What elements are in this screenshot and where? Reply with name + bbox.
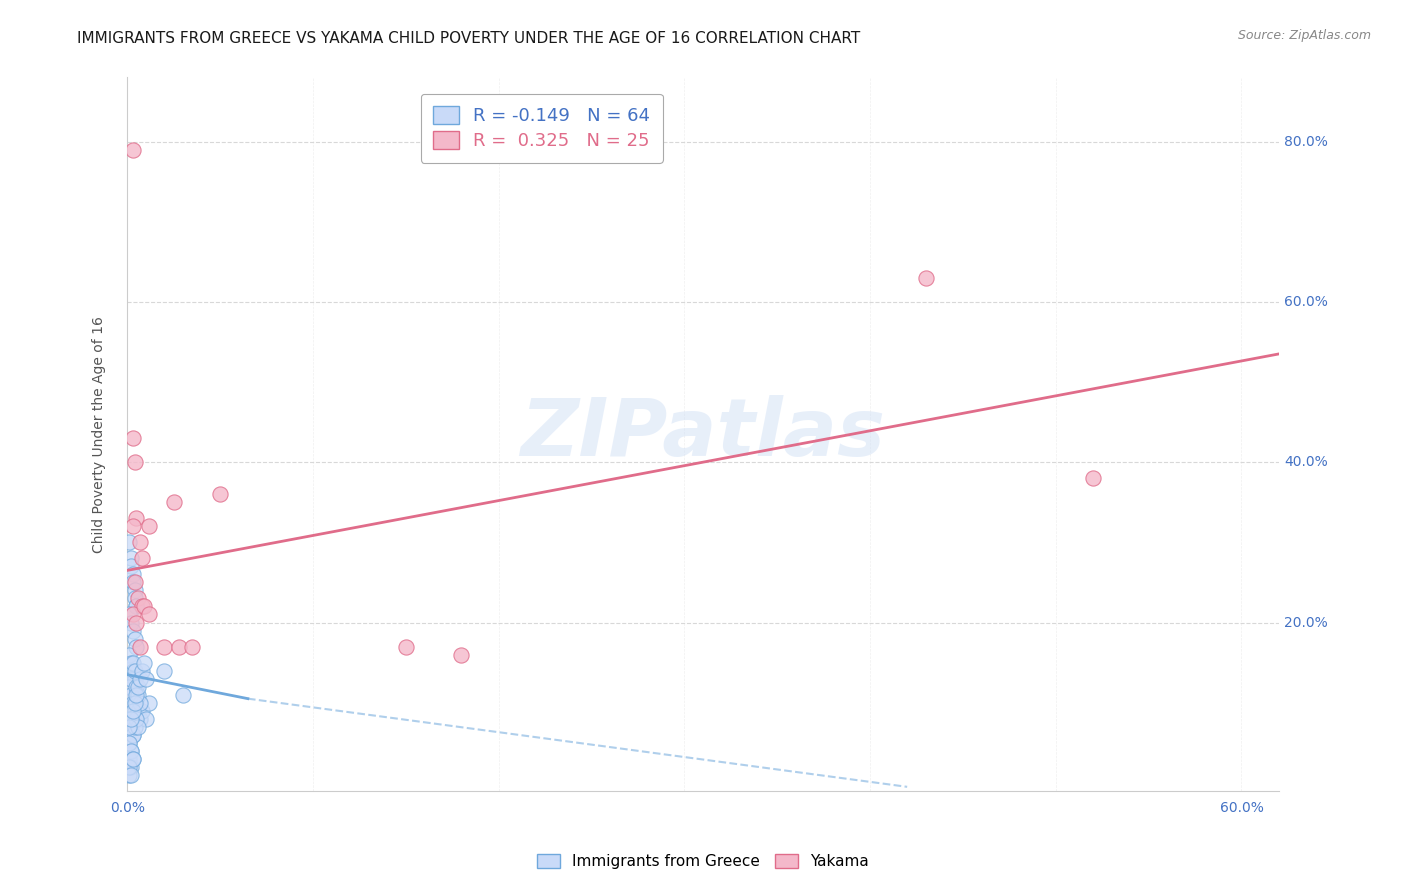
Point xyxy=(120,744,142,758)
Point xyxy=(121,431,143,445)
Point xyxy=(127,591,149,606)
Point xyxy=(138,696,160,710)
Point xyxy=(120,744,142,758)
Point xyxy=(127,688,149,702)
Point xyxy=(121,664,143,678)
Point xyxy=(120,656,142,670)
Point xyxy=(121,607,143,622)
Point xyxy=(395,640,418,654)
Point xyxy=(162,495,184,509)
Point xyxy=(131,664,153,678)
Point xyxy=(172,688,194,702)
Text: 20.0%: 20.0% xyxy=(1284,615,1327,630)
Point xyxy=(124,591,146,606)
Point xyxy=(120,712,142,726)
Point xyxy=(121,752,143,766)
Point xyxy=(121,728,143,742)
Point xyxy=(129,535,152,549)
Point xyxy=(124,583,146,598)
Point xyxy=(118,768,141,782)
Point xyxy=(121,728,143,742)
Point xyxy=(124,455,146,469)
Point xyxy=(129,640,152,654)
Point xyxy=(120,760,142,774)
Point xyxy=(124,664,146,678)
Point xyxy=(914,270,936,285)
Point xyxy=(120,672,142,686)
Point xyxy=(121,696,143,710)
Point xyxy=(127,720,149,734)
Point xyxy=(125,696,148,710)
Point xyxy=(124,672,146,686)
Point xyxy=(118,712,141,726)
Point xyxy=(135,712,157,726)
Point xyxy=(120,688,142,702)
Point xyxy=(129,712,152,726)
Text: ZIPatlas: ZIPatlas xyxy=(520,395,886,473)
Text: IMMIGRANTS FROM GREECE VS YAKAMA CHILD POVERTY UNDER THE AGE OF 16 CORRELATION C: IMMIGRANTS FROM GREECE VS YAKAMA CHILD P… xyxy=(77,31,860,46)
Point xyxy=(121,624,143,638)
Point xyxy=(125,640,148,654)
Point xyxy=(118,607,141,622)
Point xyxy=(118,736,141,750)
Point xyxy=(121,656,143,670)
Point xyxy=(125,599,148,614)
Point xyxy=(124,575,146,590)
Point xyxy=(129,672,152,686)
Point xyxy=(118,535,141,549)
Point xyxy=(124,696,146,710)
Point xyxy=(127,704,149,718)
Point xyxy=(138,607,160,622)
Text: Source: ZipAtlas.com: Source: ZipAtlas.com xyxy=(1237,29,1371,42)
Point xyxy=(120,559,142,574)
Point xyxy=(120,720,142,734)
Point xyxy=(121,704,143,718)
Point xyxy=(125,599,148,614)
Point xyxy=(138,519,160,533)
Point xyxy=(208,487,231,501)
Point xyxy=(118,720,141,734)
Point xyxy=(125,511,148,525)
Point xyxy=(118,752,141,766)
Point xyxy=(121,519,143,533)
Point xyxy=(125,680,148,694)
Point xyxy=(132,656,155,670)
Point xyxy=(131,599,153,614)
Point xyxy=(181,640,204,654)
Point xyxy=(132,599,155,614)
Y-axis label: Child Poverty Under the Age of 16: Child Poverty Under the Age of 16 xyxy=(93,316,107,552)
Text: 60.0%: 60.0% xyxy=(1284,295,1329,309)
Point xyxy=(153,640,176,654)
Point xyxy=(127,680,149,694)
Point xyxy=(120,615,142,630)
Point xyxy=(131,551,153,566)
Point xyxy=(118,760,141,774)
Point xyxy=(120,768,142,782)
Point xyxy=(153,664,176,678)
Point xyxy=(125,712,148,726)
Point xyxy=(131,704,153,718)
Point xyxy=(124,704,146,718)
Point xyxy=(124,632,146,646)
Point xyxy=(120,551,142,566)
Legend: R = -0.149   N = 64, R =  0.325   N = 25: R = -0.149 N = 64, R = 0.325 N = 25 xyxy=(420,94,662,163)
Text: 40.0%: 40.0% xyxy=(1284,455,1327,469)
Point xyxy=(125,615,148,630)
Point xyxy=(121,567,143,582)
Point xyxy=(167,640,190,654)
Point xyxy=(125,688,148,702)
Point xyxy=(118,736,141,750)
Point xyxy=(118,648,141,662)
Point xyxy=(121,752,143,766)
Point xyxy=(118,680,141,694)
Point xyxy=(124,720,146,734)
Point xyxy=(135,672,157,686)
Legend: Immigrants from Greece, Yakama: Immigrants from Greece, Yakama xyxy=(531,848,875,875)
Point xyxy=(121,575,143,590)
Point xyxy=(121,143,143,157)
Point xyxy=(129,696,152,710)
Text: 80.0%: 80.0% xyxy=(1284,135,1329,149)
Point xyxy=(450,648,472,662)
Point xyxy=(1081,471,1104,485)
